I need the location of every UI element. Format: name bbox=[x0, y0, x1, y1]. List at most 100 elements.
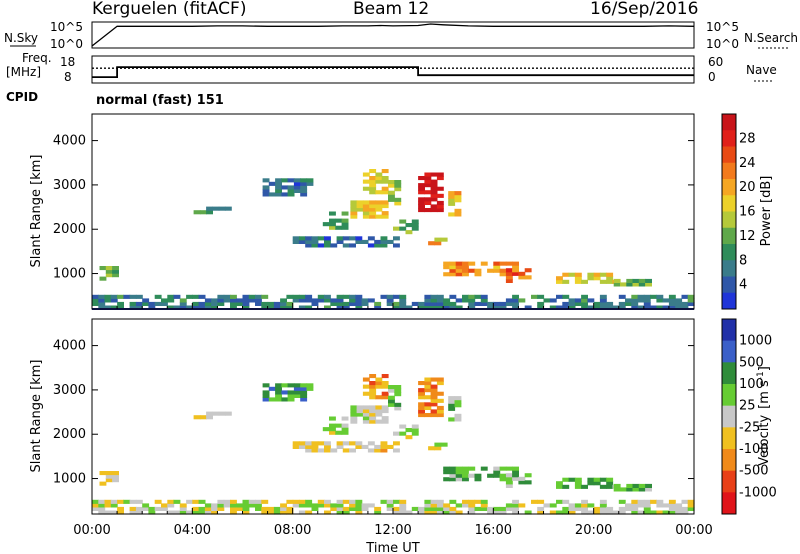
rti-cell bbox=[356, 204, 364, 209]
rti-cell bbox=[399, 298, 407, 303]
rti-cell bbox=[606, 506, 614, 511]
rti-cell bbox=[367, 441, 375, 446]
rti-cell bbox=[104, 298, 112, 303]
rti-cell bbox=[92, 499, 99, 504]
y-tick-label: 1000 bbox=[53, 472, 86, 487]
rti-cell bbox=[681, 301, 689, 306]
rti-cell bbox=[424, 200, 432, 205]
colorbar-tick-label: 8 bbox=[739, 253, 747, 268]
rti-cell bbox=[393, 226, 400, 231]
rti-cell bbox=[199, 415, 207, 420]
rti-cell bbox=[499, 506, 507, 511]
colorbar-step bbox=[722, 162, 736, 180]
rti-cell bbox=[281, 390, 289, 395]
rti-cell bbox=[293, 185, 301, 190]
rti-cell bbox=[568, 305, 576, 310]
rti-cell bbox=[662, 298, 670, 303]
rti-cell bbox=[434, 237, 442, 242]
rti-cell bbox=[581, 301, 588, 306]
rti-cell bbox=[217, 506, 225, 511]
rti-cell bbox=[430, 377, 438, 382]
rti-cell bbox=[637, 510, 645, 515]
rti-cell bbox=[606, 484, 614, 489]
rti-cell bbox=[462, 272, 469, 277]
rti-cell bbox=[192, 499, 200, 504]
rti-cell bbox=[298, 305, 306, 310]
rti-cell bbox=[192, 506, 200, 511]
rti-cell bbox=[362, 419, 370, 424]
rti-cell bbox=[342, 510, 350, 515]
rti-cell bbox=[505, 483, 513, 488]
rti-cell bbox=[242, 499, 250, 504]
rti-cell bbox=[537, 305, 545, 310]
rti-cell bbox=[286, 506, 294, 511]
rti-cell bbox=[154, 506, 162, 511]
rti-cell bbox=[117, 499, 124, 504]
rti-cell bbox=[650, 510, 657, 515]
rti-cell bbox=[574, 276, 582, 281]
rti-cell bbox=[292, 503, 300, 508]
rti-cell bbox=[280, 298, 287, 303]
rti-cell bbox=[625, 506, 632, 511]
rti-cell bbox=[454, 194, 462, 199]
rti-cell bbox=[212, 411, 220, 416]
rti-cell bbox=[499, 301, 507, 306]
rti-cell bbox=[218, 206, 226, 211]
rti-cell bbox=[381, 186, 389, 191]
rti-cell bbox=[668, 301, 676, 306]
rti-cell bbox=[286, 510, 294, 515]
rti-cell bbox=[179, 510, 187, 515]
rti-cell bbox=[537, 301, 545, 306]
rti-cell bbox=[293, 386, 301, 391]
rti-cell bbox=[430, 503, 438, 508]
rti-cell bbox=[305, 305, 313, 310]
colorbar-step bbox=[722, 146, 736, 164]
rti-cell bbox=[487, 473, 494, 478]
rti-cell bbox=[388, 399, 395, 404]
rti-cell bbox=[206, 206, 213, 211]
rti-cell bbox=[311, 506, 319, 511]
rti-cell bbox=[192, 301, 200, 306]
rti-cell bbox=[512, 305, 519, 310]
colorbar-tick-label: 28 bbox=[739, 131, 756, 146]
rti-cell bbox=[645, 282, 652, 287]
rti-cell bbox=[261, 510, 269, 515]
rti-cell bbox=[317, 441, 325, 446]
rti-cell bbox=[98, 503, 106, 508]
rti-cell bbox=[230, 301, 237, 306]
rti-cell bbox=[336, 510, 344, 515]
rti-cell bbox=[512, 294, 519, 299]
rti-cell bbox=[499, 268, 507, 273]
rti-cell bbox=[311, 441, 319, 446]
y-tick-label: 3000 bbox=[53, 178, 86, 193]
rti-cell bbox=[242, 294, 250, 299]
rti-cell bbox=[350, 207, 358, 212]
rti-cell bbox=[393, 243, 400, 248]
rti-cell bbox=[581, 305, 588, 310]
rti-cell bbox=[255, 503, 262, 508]
rti-cell bbox=[342, 448, 350, 453]
rti-cell bbox=[537, 510, 545, 515]
rti-cell bbox=[356, 412, 364, 417]
rti-cell bbox=[436, 510, 444, 515]
rti-cell bbox=[487, 301, 494, 306]
rti-cell bbox=[637, 298, 645, 303]
rti-cell bbox=[574, 481, 582, 486]
velocity-cbar-close: ] bbox=[757, 366, 772, 371]
rti-cell bbox=[341, 211, 349, 216]
power-plot-area bbox=[92, 114, 694, 309]
rti-cell bbox=[261, 499, 269, 504]
rti-cell bbox=[369, 186, 377, 191]
rti-cell bbox=[443, 503, 451, 508]
noise-left-tick-top: 10^5 bbox=[50, 20, 83, 34]
rti-cell bbox=[287, 397, 295, 402]
y-tick-label: 2000 bbox=[53, 222, 86, 237]
rti-cell bbox=[443, 477, 451, 482]
rti-cell bbox=[105, 471, 113, 476]
rti-cell bbox=[462, 499, 469, 504]
rti-cell bbox=[512, 265, 519, 270]
rti-cell bbox=[418, 176, 425, 181]
rti-cell bbox=[626, 483, 634, 488]
rti-cell bbox=[436, 398, 444, 403]
rti-cell bbox=[388, 180, 395, 185]
